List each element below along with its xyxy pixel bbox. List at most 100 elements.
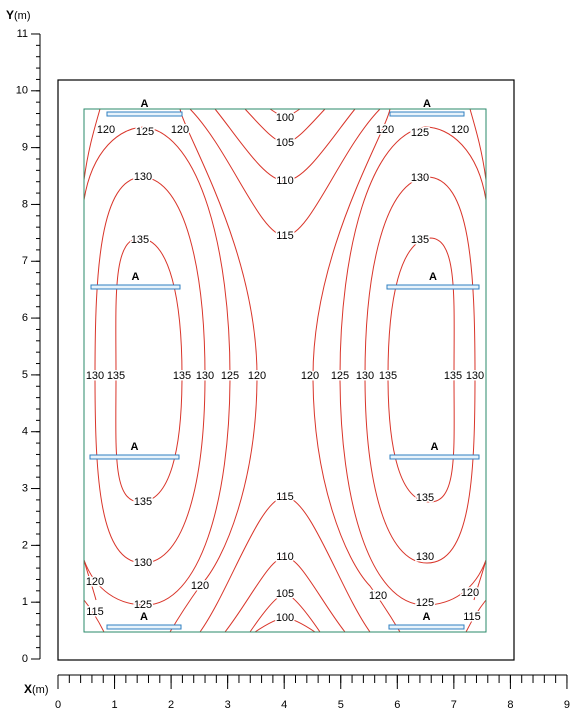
contour-line	[249, 593, 286, 633]
contour-label: 125	[331, 370, 349, 382]
contour-line	[284, 496, 371, 633]
contour-label: 120	[301, 370, 319, 382]
contour-label: 135	[131, 234, 149, 246]
y-tick-label: 6	[22, 312, 28, 324]
luminaire	[106, 624, 182, 630]
contour-line	[284, 108, 326, 144]
y-tick-label: 3	[22, 482, 28, 494]
contour-label: 130	[466, 370, 484, 382]
contour-label: 135	[411, 234, 429, 246]
contour-label: 130	[411, 172, 429, 184]
luminaire-label: A	[132, 271, 140, 283]
x-tick-label: 5	[338, 699, 344, 711]
contour-line	[284, 108, 381, 237]
luminaire	[388, 624, 465, 630]
x-tick-label: 8	[507, 699, 513, 711]
luminaire-label: A	[131, 441, 139, 453]
contour-label: 120	[171, 124, 189, 136]
contour-line	[284, 593, 321, 633]
y-tick-label: 7	[22, 255, 28, 267]
contour-label: 135	[379, 370, 397, 382]
contour-label: 130	[134, 557, 152, 569]
x-axis: 0 1 2 3 4 5 6 7 8 9 X(m)	[24, 674, 570, 711]
contour-label: 125	[134, 599, 152, 611]
contour-label: 120	[451, 124, 469, 136]
contour-label: 100	[276, 612, 294, 624]
luminaire	[386, 284, 480, 290]
x-axis-title: X(m)	[24, 682, 49, 696]
contour-line	[83, 599, 105, 633]
contour-label: 110	[276, 551, 294, 563]
luminaires: A A A A A A A A	[89, 98, 480, 630]
contour-label: 115	[276, 491, 294, 503]
luminaire	[89, 454, 180, 460]
contour-line	[465, 599, 487, 633]
contour-label: 135	[107, 370, 125, 382]
luminaire	[106, 111, 183, 117]
contour-label: 135	[173, 370, 191, 382]
luminaire-label: A	[141, 98, 149, 110]
contour-label: 125	[411, 127, 429, 139]
contour-label: 120	[86, 576, 104, 588]
y-tick-label: 5	[22, 369, 28, 381]
contour-label: 135	[416, 492, 434, 504]
contour-labels: 120 125 120 130 135 115 110 105 100 130 135 135 130 1…	[84, 110, 485, 625]
contour-line	[269, 108, 286, 119]
contour-label: 115	[276, 230, 294, 242]
y-tick-label: 9	[22, 142, 28, 154]
contour-line	[199, 496, 286, 633]
contour-line	[189, 108, 286, 237]
y-tick-label: 0	[22, 653, 28, 665]
contour-label: 120	[248, 370, 266, 382]
contour-label: 135	[134, 496, 152, 508]
contour-label: 120	[461, 587, 479, 599]
contour-label: 115	[86, 606, 104, 618]
y-tick-label: 10	[16, 85, 28, 97]
x-tick-label: 3	[225, 699, 231, 711]
x-axis-unit: (m)	[32, 684, 49, 696]
luminaire-label: A	[140, 611, 148, 623]
contour-line	[284, 108, 356, 182]
contour-line	[224, 556, 286, 633]
contour-label: 120	[191, 580, 209, 592]
y-tick-label: 1	[22, 596, 28, 608]
luminaire-label: A	[429, 271, 437, 283]
x-tick-label: 2	[168, 699, 174, 711]
contour-line	[214, 108, 286, 182]
x-tick-label: 7	[451, 699, 457, 711]
contour-label: 130	[196, 370, 214, 382]
y-tick-label: 11	[17, 28, 28, 40]
x-tick-label: 1	[111, 699, 117, 711]
y-tick-label: 4	[22, 426, 28, 438]
luminaire	[90, 284, 181, 290]
contour-label: 120	[376, 124, 394, 136]
contour-label: 125	[136, 126, 154, 138]
contour-line	[83, 108, 101, 181]
luminaire-label: A	[423, 611, 431, 623]
contour-line	[244, 108, 286, 144]
contour-line	[169, 108, 258, 633]
y-axis-unit: (m)	[14, 10, 31, 22]
room-outline	[57, 79, 515, 661]
x-tick-label: 6	[394, 699, 400, 711]
luminaire-label: A	[431, 441, 439, 453]
contour-label: 105	[276, 137, 294, 149]
x-tick-label: 0	[55, 699, 61, 711]
contour-label: 115	[463, 611, 481, 623]
y-tick-label: 2	[22, 539, 28, 551]
contour-label: 130	[134, 171, 152, 183]
contour-line	[254, 617, 286, 633]
contour-line	[115, 237, 183, 503]
contours	[83, 108, 487, 633]
y-axis-letter: Y	[6, 8, 14, 22]
contour-line	[284, 108, 301, 119]
contour-line	[284, 617, 316, 633]
contour-label: 100	[276, 112, 294, 124]
contour-line	[94, 176, 206, 564]
work-plane	[83, 108, 487, 633]
contour-label: 120	[369, 590, 387, 602]
x-tick-label: 9	[564, 699, 570, 711]
contour-line	[83, 559, 97, 601]
